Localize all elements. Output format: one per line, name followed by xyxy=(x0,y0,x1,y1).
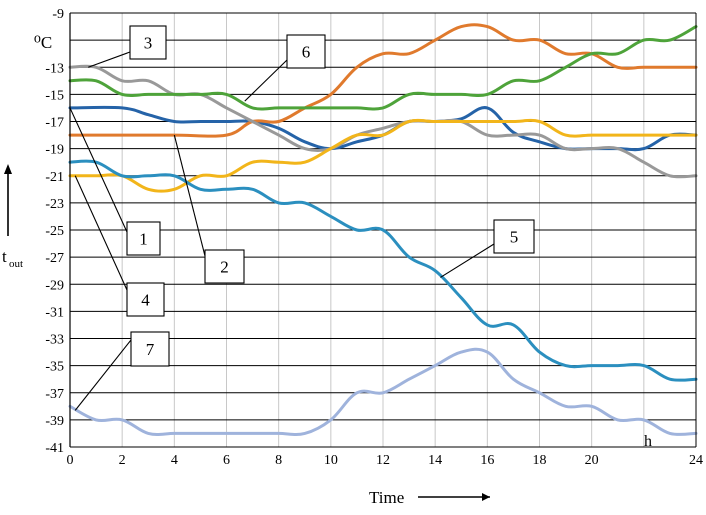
callout-box-5 xyxy=(493,219,535,254)
x-tick-label: 6 xyxy=(223,453,230,468)
callout-box-2 xyxy=(204,249,245,284)
x-tick-label: 12 xyxy=(376,453,390,468)
y-tick-label: -19 xyxy=(45,143,64,158)
y-tick-label: -9 xyxy=(52,7,64,22)
unit-label-celsius: ⁰C xyxy=(34,33,52,52)
callout-box-3 xyxy=(129,25,167,60)
y-tick-label: -29 xyxy=(45,278,64,293)
y-tick-label: -37 xyxy=(45,387,64,402)
y-tick-label: -15 xyxy=(45,88,64,103)
callout-box-7 xyxy=(130,331,170,367)
y-tick-label: -31 xyxy=(45,305,64,320)
callout-label-5: 5 xyxy=(510,228,519,247)
x-tick-label: 14 xyxy=(428,453,442,468)
callout-leader-7 xyxy=(74,339,132,411)
y-tick-label: -33 xyxy=(45,333,64,348)
y-tick-label: -25 xyxy=(45,224,64,239)
x-tick-label: 24 xyxy=(689,453,703,468)
y-tick-label: -39 xyxy=(45,414,64,429)
callout-label-6: 6 xyxy=(302,43,311,62)
y-tick-label: -17 xyxy=(45,116,64,131)
y-tick-label: -21 xyxy=(45,170,64,185)
x-tick-label: 2 xyxy=(119,453,126,468)
x-tick-label: 16 xyxy=(480,453,494,468)
series-line-5 xyxy=(68,159,698,382)
y-axis-arrow-head xyxy=(4,164,12,174)
x-tick-label: 8 xyxy=(275,453,282,468)
callout-label-7: 7 xyxy=(146,340,155,359)
x-tick-label: 0 xyxy=(67,453,74,468)
series-line-2 xyxy=(68,23,698,138)
x-axis-arrow-head xyxy=(482,493,490,501)
x-tick-label: 10 xyxy=(324,453,338,468)
y-tick-label: -23 xyxy=(45,197,64,212)
series-line-4 xyxy=(68,118,698,193)
callout-layer: 1 2 3 4 5 6 7 xyxy=(69,25,535,411)
callout-box-4 xyxy=(126,282,165,317)
callout-leader-3 xyxy=(88,51,131,68)
callout-label-3: 3 xyxy=(144,34,153,53)
y-tick-label: -27 xyxy=(45,251,64,266)
x-axis-title: Time xyxy=(369,488,404,507)
callout-leader-1 xyxy=(69,107,128,233)
series-layer xyxy=(68,23,698,436)
series-line-6 xyxy=(68,25,698,111)
callout-label-4: 4 xyxy=(141,291,150,310)
y-tick-label: -41 xyxy=(45,441,64,456)
callout-leader-6 xyxy=(244,59,288,102)
x-tick-label: 4 xyxy=(171,453,178,468)
x-unit-label: h xyxy=(644,433,652,450)
callout-label-2: 2 xyxy=(220,258,229,277)
callout-leader-2 xyxy=(173,134,206,257)
callout-leader-4 xyxy=(74,175,128,291)
callout-leader-5 xyxy=(440,243,495,278)
x-tick-label: 18 xyxy=(533,453,547,468)
x-tick-label: 20 xyxy=(585,453,599,468)
callout-box-6 xyxy=(286,34,326,69)
y-axis-title-subscript: out xyxy=(9,258,23,270)
callout-label-1: 1 xyxy=(139,230,148,249)
y-axis-title: t xyxy=(2,247,7,266)
callout-box-1 xyxy=(126,221,161,256)
series-line-7 xyxy=(68,347,698,436)
y-tick-label: -13 xyxy=(45,61,64,76)
y-tick-label: -35 xyxy=(45,360,64,375)
axes: 0 2 4 6 8 10 12 14 16 18 20 24-9-13-15-17-19-21-23-… xyxy=(45,7,703,468)
